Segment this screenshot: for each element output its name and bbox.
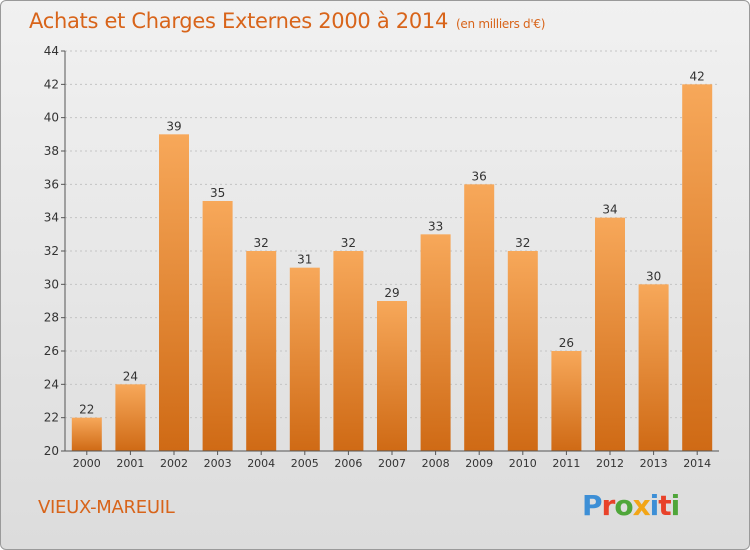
chart-title-text: Achats et Charges Externes 2000 à 2014: [29, 9, 449, 33]
x-tick-label: 2012: [596, 457, 624, 470]
logo-letter: o: [614, 489, 633, 522]
bar-value-label: 22: [79, 403, 94, 417]
bar: [595, 217, 625, 451]
y-tick-label: 36: [44, 177, 59, 191]
bar: [377, 301, 407, 451]
x-tick-label: 2001: [116, 457, 144, 470]
bar-value-label: 36: [472, 169, 487, 183]
bar-value-label: 24: [123, 369, 138, 383]
x-tick-label: 2010: [509, 457, 537, 470]
bar-value-label: 35: [210, 186, 225, 200]
y-tick-label: 42: [44, 77, 59, 91]
x-tick-label: 2009: [465, 457, 493, 470]
city-name: VIEUX-MAREUIL: [38, 497, 175, 518]
y-tick-label: 40: [44, 111, 59, 125]
y-tick-label: 20: [44, 444, 59, 458]
axes: [64, 51, 719, 452]
bar: [682, 84, 713, 451]
bar: [551, 351, 582, 451]
x-tick-label: 2014: [683, 457, 711, 470]
y-tick-label: 30: [44, 277, 59, 291]
y-tick-label: 22: [44, 411, 59, 425]
y-tick-label: 34: [44, 211, 59, 225]
bar-value-label: 29: [384, 286, 399, 300]
bar-value-label: 33: [428, 219, 443, 233]
logo-letter: x: [632, 489, 651, 522]
bar: [507, 251, 538, 451]
y-tick-label: 44: [44, 44, 59, 58]
bar-value-label: 31: [297, 253, 312, 267]
proxiti-logo: Proxiti: [582, 489, 681, 522]
y-tick-label: 28: [44, 311, 59, 325]
x-tick-label: 2004: [247, 457, 275, 470]
x-tick-label: 2007: [378, 457, 406, 470]
bar: [333, 251, 364, 451]
bar-value-label: 30: [646, 269, 661, 283]
bars: 22 24 39 35 32 31 32 29 33 36 32 26 34 30 42: [71, 69, 713, 452]
chart-title: Achats et Charges Externes 2000 à 2014 (e…: [29, 9, 545, 33]
bar-value-label: 42: [690, 69, 705, 83]
x-tick-label: 2000: [73, 457, 101, 470]
x-tick-label: 2006: [334, 457, 362, 470]
y-tick-label: 24: [44, 377, 59, 391]
y-axis-ticks: 20 22 24 26 28 30 32 34 36 38 40 42 44: [44, 44, 65, 458]
bar-value-label: 32: [341, 236, 356, 250]
bar-value-label: 32: [254, 236, 269, 250]
bar: [289, 267, 320, 451]
bar: [420, 234, 451, 451]
x-axis-ticks: 2000 2001 2002 2003 2004 2005 2006 2007 2008 2009…: [73, 451, 711, 470]
bar: [464, 184, 495, 452]
bar: [71, 417, 102, 451]
logo-letter: r: [601, 489, 616, 522]
x-tick-label: 2013: [640, 457, 668, 470]
x-tick-label: 2008: [422, 457, 450, 470]
bar: [115, 384, 146, 451]
x-tick-label: 2003: [204, 457, 232, 470]
y-tick-label: 26: [44, 344, 59, 358]
logo-letter: t: [658, 489, 671, 522]
y-tick-label: 38: [44, 144, 59, 158]
bar: [246, 251, 277, 451]
x-tick-label: 2005: [291, 457, 319, 470]
bar-value-label: 32: [515, 236, 530, 250]
bar-value-label: 26: [559, 336, 574, 350]
chart-unit: (en milliers d'€): [456, 17, 546, 31]
y-tick-label: 32: [44, 244, 59, 258]
logo-letter: i: [649, 489, 660, 522]
x-tick-label: 2002: [160, 457, 188, 470]
logo-letter: i: [670, 489, 681, 522]
bar: [202, 201, 233, 451]
x-tick-label: 2011: [552, 457, 580, 470]
bar-value-label: 39: [166, 119, 181, 133]
bar-value-label: 34: [602, 203, 617, 217]
bar: [159, 134, 189, 452]
logo-letter: P: [582, 489, 603, 522]
bar: [638, 284, 669, 451]
